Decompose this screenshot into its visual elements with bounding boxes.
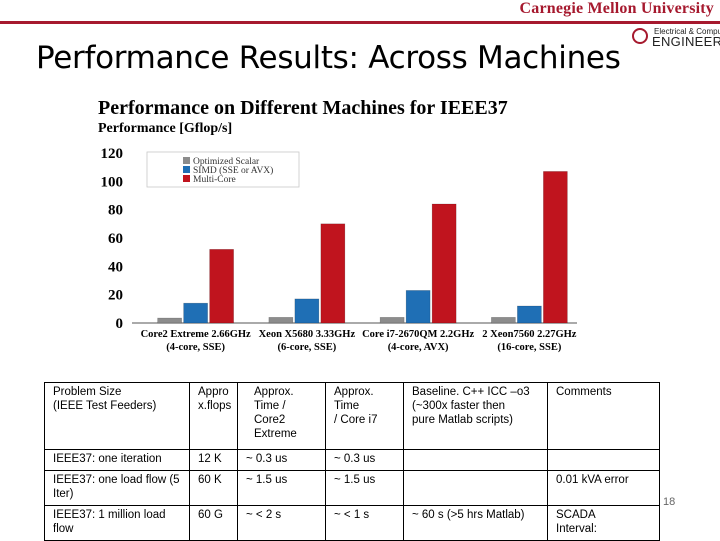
table-cell: SCADA Interval: bbox=[547, 505, 660, 541]
table-cell: Problem Size (IEEE Test Feeders) bbox=[44, 382, 190, 450]
legend-label: Multi-Core bbox=[193, 175, 236, 185]
x-tick-sublabel: (6-core, SSE) bbox=[278, 342, 337, 353]
seal-icon bbox=[632, 28, 648, 44]
legend-label: SIMD (SSE or AVX) bbox=[193, 165, 273, 176]
bar-2-3 bbox=[543, 171, 568, 324]
table-cell: ~ 60 s (>5 hrs Matlab) bbox=[403, 505, 548, 541]
table-cell: ~ < 2 s bbox=[237, 505, 326, 541]
department-name-top: Electrical & Computer bbox=[654, 27, 720, 36]
chart-title: Performance on Different Machines for IE… bbox=[98, 97, 508, 119]
table-cell: ~ 0.3 us bbox=[325, 449, 404, 471]
table-cell: IEEE37: one load flow (5 Iter) bbox=[44, 470, 190, 506]
bar-1-3 bbox=[517, 305, 542, 324]
table-cell bbox=[403, 449, 548, 471]
y-axis-label: Performance [Gflop/s] bbox=[98, 121, 233, 136]
table-cell: Comments bbox=[547, 382, 660, 450]
table-row: IEEE37: one iteration 12 K ~ 0.3 us ~ 0.3 u… bbox=[44, 449, 660, 471]
x-tick-sublabel: (16-core, SSE) bbox=[497, 342, 561, 353]
results-table: Problem Size (IEEE Test Feeders) Appro x.fl… bbox=[44, 382, 660, 541]
page-number: 18 bbox=[663, 496, 676, 508]
bar-0-3 bbox=[491, 317, 516, 324]
table-cell bbox=[403, 470, 548, 506]
y-tick-label: 20 bbox=[108, 288, 123, 304]
table-cell: 0.01 kVA error bbox=[547, 470, 660, 506]
table-cell: IEEE37: one iteration bbox=[44, 449, 190, 471]
table-cell: ~ 1.5 us bbox=[237, 470, 326, 506]
legend-swatch bbox=[183, 166, 190, 173]
table-cell: ~ < 1 s bbox=[325, 505, 404, 541]
table-row: IEEE37: one load flow (5 Iter) 60 K ~ 1.5 u… bbox=[44, 470, 660, 506]
university-logo: Carnegie Mellon University bbox=[513, 0, 714, 18]
department-name-bottom: ENGINEERING bbox=[652, 34, 720, 49]
department-logo: Electrical & Computer ENGINEERING bbox=[630, 26, 720, 50]
table-cell: Baseline. C++ ICC –o3 (~300x faster then p… bbox=[403, 382, 548, 450]
table-cell: Approx. Time / Core i7 bbox=[325, 382, 404, 450]
legend-label: Optimized Scalar bbox=[193, 157, 260, 167]
y-tick-label: 60 bbox=[108, 231, 123, 247]
bar-1-2 bbox=[405, 290, 431, 324]
bar-2-0 bbox=[209, 249, 234, 324]
legend-swatch bbox=[183, 175, 190, 182]
bar-0-2 bbox=[379, 317, 405, 324]
table-cell: 12 K bbox=[189, 449, 238, 471]
table-cell: ~ 0.3 us bbox=[237, 449, 326, 471]
chart-canvas: 0 20 40 60 80 100 120 Core2 Extreme 2.66GHz (4-c… bbox=[101, 146, 577, 353]
table-cell: 60 K bbox=[189, 470, 238, 506]
y-tick-label: 100 bbox=[101, 174, 124, 190]
table-cell: IEEE37: 1 million load flow bbox=[44, 505, 190, 541]
table-row: IEEE37: 1 million load flow 60 G ~ < 2 s ~ <… bbox=[44, 505, 660, 541]
bar-2-2 bbox=[431, 203, 457, 324]
x-tick-sublabel: (4-core, AVX) bbox=[388, 342, 449, 353]
y-tick-label: 0 bbox=[116, 316, 124, 332]
table-cell: 60 G bbox=[189, 505, 238, 541]
y-tick-label: 80 bbox=[108, 203, 123, 219]
x-tick-label: Core2 Extreme 2.66GHz bbox=[141, 329, 251, 340]
table-cell bbox=[547, 449, 660, 471]
legend-swatch bbox=[183, 157, 190, 164]
bar-0-1 bbox=[268, 317, 294, 324]
x-tick-label: Core i7-2670QM 2.2GHz bbox=[362, 329, 474, 340]
table-cell: Appro x.flops bbox=[189, 382, 238, 450]
table-cell: ~ 1.5 us bbox=[325, 470, 404, 506]
y-tick-label: 120 bbox=[101, 146, 124, 162]
performance-chart: 0 20 40 60 80 100 120 Core2 Extreme 2.66GHz (4-c… bbox=[95, 95, 595, 360]
top-bar-line bbox=[0, 21, 720, 24]
bar-2-1 bbox=[320, 223, 346, 324]
table-cell: Approx. Time / Core2 Extreme bbox=[237, 382, 326, 450]
table-header-row: Problem Size (IEEE Test Feeders) Appro x.fl… bbox=[44, 382, 660, 450]
top-bar: Carnegie Mellon University bbox=[0, 0, 720, 30]
bar-1-1 bbox=[294, 298, 320, 324]
bar-1-0 bbox=[183, 302, 208, 324]
x-tick-label: Xeon X5680 3.33GHz bbox=[259, 329, 356, 340]
x-tick-sublabel: (4-core, SSE) bbox=[166, 342, 225, 353]
legend-box bbox=[146, 151, 300, 188]
bar-0-0 bbox=[157, 317, 182, 324]
slide-title: Performance Results: Across Machines bbox=[36, 40, 621, 76]
x-tick-label: 2 Xeon7560 2.27GHz bbox=[482, 329, 577, 340]
y-tick-label: 40 bbox=[108, 259, 123, 275]
